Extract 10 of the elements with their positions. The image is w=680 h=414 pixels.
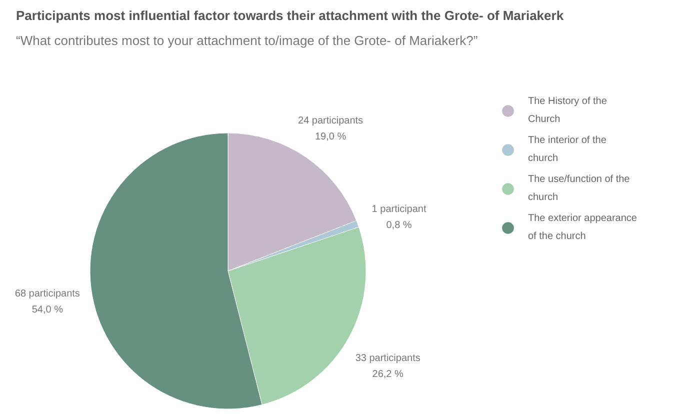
legend-label: The interior of the church — [528, 135, 607, 164]
data-label: 68 participants 54,0 % — [14, 288, 80, 316]
legend-label: The exterior appearance of the church — [528, 213, 638, 242]
data-label: 24 participants 19,0 % — [298, 116, 364, 143]
chart-title: Participants most influential factor towards their attachment with the Grote- of Mariakerk — [16, 8, 564, 23]
data-label: 33 participants 26,2 % — [355, 353, 420, 380]
legend-label: The use/function of the church — [528, 174, 630, 203]
chart-subtitle: “What contributes most to your attachment to/image of the Grote- of Mariakerk?” — [16, 33, 478, 48]
legend-label: The History of the Church — [528, 96, 608, 125]
data-label: 1 participant 0,8 % — [372, 204, 426, 231]
